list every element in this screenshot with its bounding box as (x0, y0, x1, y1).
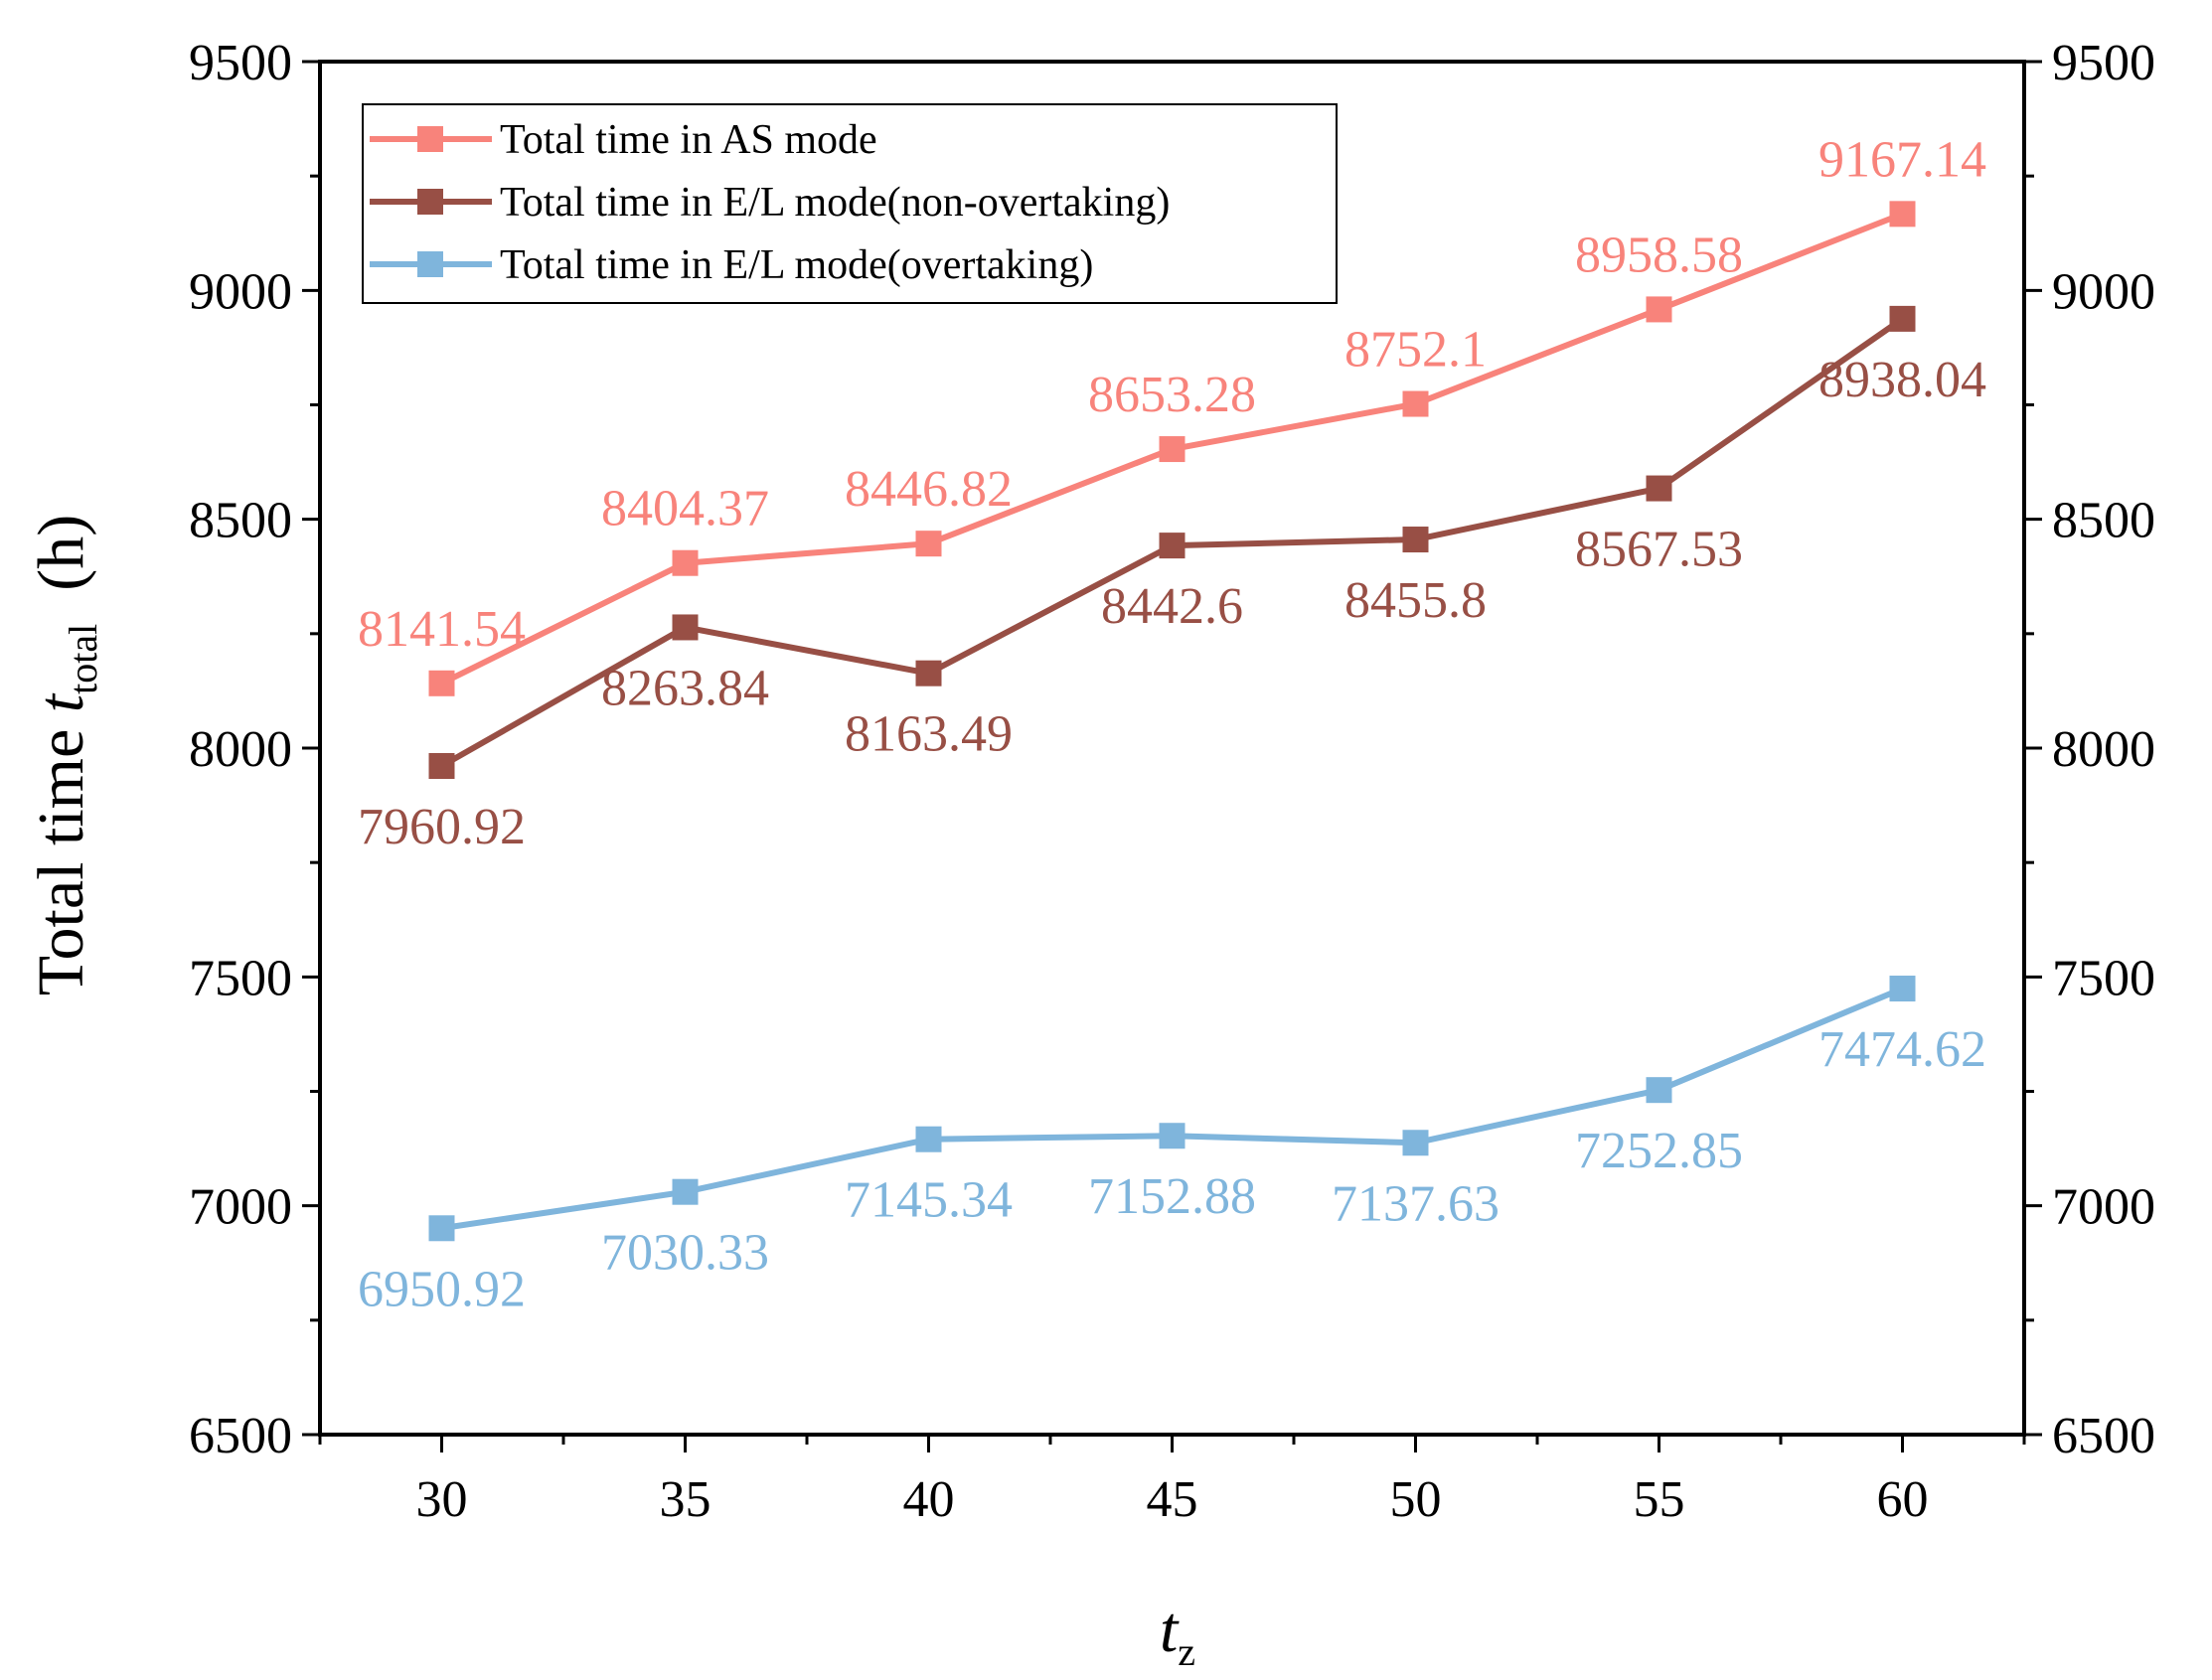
x-tick-label: 45 (1147, 1471, 1198, 1528)
y-tick-label-left: 9500 (189, 35, 292, 91)
series-3-marker (428, 1215, 455, 1242)
series-3-data-label: 7252.85 (1575, 1123, 1743, 1179)
series-2-marker (672, 614, 699, 641)
series-1-marker (428, 670, 455, 696)
axes-layer: 6500 6500 7000 7000 7500 7500 8000 8000 8500 8500… (189, 35, 2155, 1528)
series-2-data-label: 8938.04 (1818, 352, 1986, 408)
series-layer (428, 201, 1916, 1242)
series-3-data-label: 7145.34 (845, 1172, 1013, 1229)
series-2-marker (1646, 475, 1672, 502)
series-2-data-label: 7960.92 (358, 799, 526, 855)
x-axis-label-var: t (1160, 1594, 1180, 1666)
series-1-marker (1159, 436, 1185, 463)
series-1-data-label: 8752.1 (1344, 322, 1487, 379)
y-tick-label-right: 7500 (2052, 950, 2155, 1006)
legend-swatch-marker (417, 189, 443, 215)
legend-swatch-marker (417, 126, 443, 152)
y-axis-label-var: t (25, 692, 97, 712)
y-tick-label-left: 7500 (189, 950, 292, 1006)
x-tick-label: 60 (1877, 1471, 1929, 1528)
legend-swatch-marker (417, 251, 443, 277)
series-2-marker (1402, 527, 1429, 553)
series-2-data-label: 8263.84 (601, 660, 769, 716)
series-2-data-label: 8455.8 (1344, 572, 1487, 629)
y-tick-label-left: 7000 (189, 1179, 292, 1236)
x-tick-label: 40 (903, 1471, 955, 1528)
y-tick-label-left: 9000 (189, 263, 292, 320)
y-tick-label-right: 8500 (2052, 493, 2155, 549)
y-axis-label-unit: (h) (25, 515, 97, 624)
series-1-data-label: 8141.54 (358, 601, 526, 658)
y-tick-label-right: 8000 (2052, 721, 2155, 778)
series-1-data-label: 8653.28 (1088, 367, 1256, 423)
series-2-data-label: 8163.49 (845, 706, 1013, 763)
series-1-marker (1646, 296, 1672, 323)
legend-label: Total time in AS mode (500, 117, 877, 163)
x-tick-label: 35 (660, 1471, 711, 1528)
series-3-marker (1159, 1123, 1185, 1149)
series-2-marker (915, 660, 942, 687)
series-1-marker (1402, 390, 1429, 417)
y-tick-label-left: 6500 (189, 1408, 292, 1464)
series-2-marker (1159, 533, 1185, 559)
series-3-data-label: 7152.88 (1088, 1168, 1256, 1225)
series-3-marker (1646, 1077, 1672, 1104)
y-tick-label-left: 8000 (189, 721, 292, 778)
data-labels-layer: 8141.54 8404.37 8446.82 8653.28 8752.1 8958.5… (358, 131, 1986, 1317)
x-tick-label: 50 (1390, 1471, 1442, 1528)
series-3-data-label: 7474.62 (1818, 1021, 1986, 1078)
y-tick-label-right: 7000 (2052, 1179, 2155, 1236)
legend-label: Total time in E/L mode(non-overtaking) (500, 180, 1170, 226)
series-3-marker (672, 1178, 699, 1205)
series-3-data-label: 7030.33 (601, 1225, 769, 1282)
series-2-marker (428, 753, 455, 780)
y-axis-label-sub: total (61, 624, 105, 694)
series-1-marker (1889, 201, 1916, 228)
y-axis-label-text: Total time (25, 712, 97, 995)
y-tick-label-right: 9000 (2052, 263, 2155, 320)
y-axis-label: Total time ttotal (h) (25, 515, 105, 995)
legend: Total time in AS mode Total time in E/L m… (362, 103, 1338, 304)
series-3-data-label: 6950.92 (358, 1261, 526, 1317)
y-tick-label-right: 9500 (2052, 35, 2155, 91)
legend-items: Total time in AS mode Total time in E/L m… (370, 117, 1170, 288)
series-3-data-label: 7137.63 (1332, 1175, 1500, 1232)
series-2-data-label: 8442.6 (1101, 578, 1243, 635)
x-axis-label: tz (1160, 1594, 1195, 1674)
series-3-marker (1402, 1130, 1429, 1156)
series-1-data-label: 8958.58 (1575, 227, 1743, 283)
series-3-marker (1889, 976, 1916, 1002)
x-tick-label: 55 (1634, 1471, 1685, 1528)
series-1-marker (672, 549, 699, 576)
legend-label: Total time in E/L mode(overtaking) (500, 242, 1093, 288)
y-tick-label-right: 6500 (2052, 1408, 2155, 1464)
x-tick-label: 30 (416, 1471, 468, 1528)
series-1-data-label: 9167.14 (1818, 131, 1986, 188)
series-2-data-label: 8567.53 (1575, 522, 1743, 578)
series-1-marker (915, 531, 942, 557)
series-2-marker (1889, 305, 1916, 332)
x-axis-label-sub: z (1178, 1629, 1195, 1674)
series-1-data-label: 8404.37 (601, 481, 769, 537)
y-tick-label-left: 8500 (189, 493, 292, 549)
series-1-data-label: 8446.82 (845, 461, 1013, 518)
legend-box (362, 103, 1338, 304)
series-3-marker (915, 1126, 942, 1152)
